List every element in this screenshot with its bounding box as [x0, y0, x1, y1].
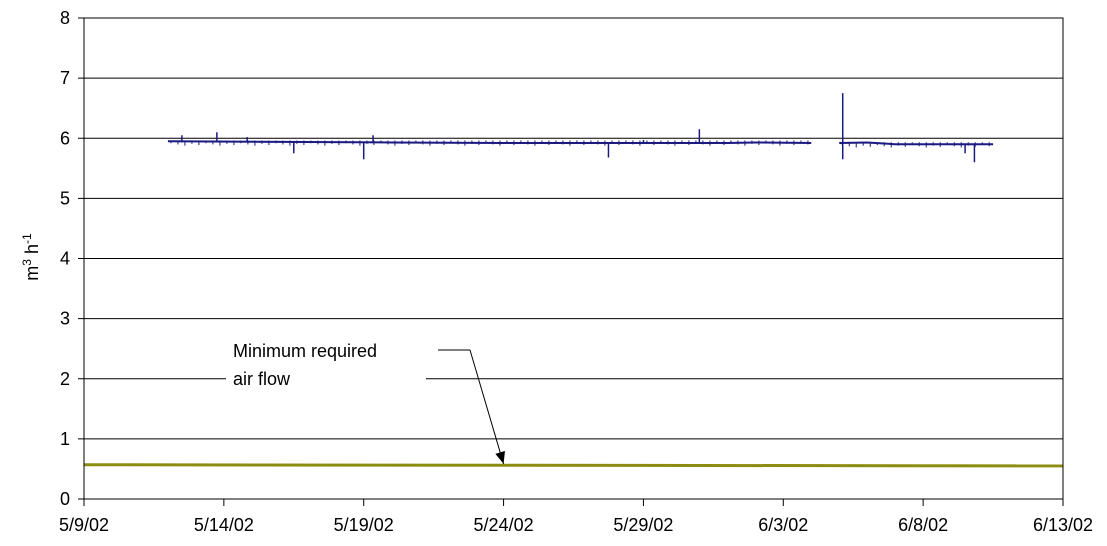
- airflow-series-segment-1: [167, 140, 812, 145]
- annotation: Minimum required air flow: [226, 336, 505, 465]
- annotation-line2: air flow: [233, 369, 291, 389]
- annotation-background: [226, 336, 426, 392]
- minimum-required-airflow-line: [83, 463, 1064, 468]
- x-tick-label: 6/3/02: [758, 515, 808, 535]
- x-tick-label: 5/29/02: [613, 515, 673, 535]
- y-tick-label: 0: [60, 489, 70, 509]
- y-tick-label: 1: [60, 429, 70, 449]
- y-tick-label: 3: [60, 309, 70, 329]
- x-tick-label: 6/13/02: [1033, 515, 1093, 535]
- y-tick-label: 5: [60, 188, 70, 208]
- annotation-arrowhead: [495, 451, 505, 464]
- y-axis-label: m3 h-1: [20, 233, 42, 281]
- y-tick-labels: 0 1 2 3 4 5 6 7 8: [60, 8, 84, 509]
- x-tick-label: 5/14/02: [194, 515, 254, 535]
- x-tick-label: 5/9/02: [59, 515, 109, 535]
- y-tick-label: 2: [60, 369, 70, 389]
- y-tick-label: 6: [60, 128, 70, 148]
- x-tick-label: 5/19/02: [334, 515, 394, 535]
- x-tick-label: 6/8/02: [898, 515, 948, 535]
- y-tick-label: 8: [60, 8, 70, 28]
- annotation-line1: Minimum required: [233, 341, 377, 361]
- x-tick-label: 5/24/02: [474, 515, 534, 535]
- y-tick-label: 4: [60, 249, 70, 269]
- x-tick-labels: 5/9/02 5/14/02 5/19/02 5/24/02 5/29/02 6/3/02…: [59, 499, 1093, 535]
- airflow-series-segment-2: [839, 141, 994, 146]
- annotation-arrow: [469, 349, 505, 465]
- y-tick-label: 7: [60, 68, 70, 88]
- series-layer: [83, 93, 1064, 468]
